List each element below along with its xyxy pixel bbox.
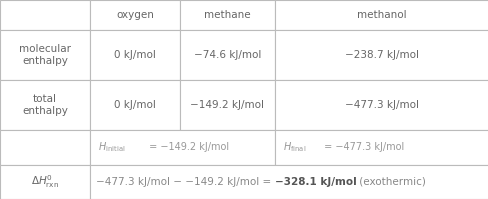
Text: $\Delta H^0_{\rm rxn}$: $\Delta H^0_{\rm rxn}$ [31, 174, 59, 190]
Text: 0 kJ/mol: 0 kJ/mol [114, 100, 156, 110]
Bar [180, 80, 274, 130]
Text: molecular
enthalpy: molecular enthalpy [19, 44, 71, 66]
Text: oxygen: oxygen [116, 10, 154, 20]
Text: 0 kJ/mol: 0 kJ/mol [114, 50, 156, 60]
Bar [90, 30, 180, 80]
Bar [0, 30, 90, 80]
Text: $H_{\rm final}$: $H_{\rm final}$ [283, 141, 306, 154]
Bar [90, 165, 488, 199]
Text: methanol: methanol [356, 10, 406, 20]
Bar [0, 165, 90, 199]
Bar [0, 0, 90, 30]
Bar [274, 0, 488, 30]
Text: −328.1 kJ/mol: −328.1 kJ/mol [274, 177, 356, 187]
Text: methane: methane [204, 10, 250, 20]
Bar [0, 130, 90, 165]
Text: total
enthalpy: total enthalpy [22, 94, 68, 116]
Bar [180, 30, 274, 80]
Text: = −477.3 kJ/mol: = −477.3 kJ/mol [320, 142, 404, 152]
Bar [274, 30, 488, 80]
Text: −238.7 kJ/mol: −238.7 kJ/mol [345, 50, 418, 60]
Bar [90, 80, 180, 130]
Text: −477.3 kJ/mol: −477.3 kJ/mol [345, 100, 418, 110]
Bar [0, 80, 90, 130]
Bar [90, 130, 274, 165]
Bar [90, 0, 180, 30]
Text: −149.2 kJ/mol: −149.2 kJ/mol [190, 100, 264, 110]
Bar [274, 130, 488, 165]
Bar [274, 80, 488, 130]
Text: −477.3 kJ/mol − −149.2 kJ/mol =: −477.3 kJ/mol − −149.2 kJ/mol = [96, 177, 274, 187]
Text: (exothermic): (exothermic) [356, 177, 425, 187]
Text: −74.6 kJ/mol: −74.6 kJ/mol [193, 50, 261, 60]
Bar [180, 0, 274, 30]
Text: $H_{\rm initial}$: $H_{\rm initial}$ [98, 141, 125, 154]
Text: = −149.2 kJ/mol: = −149.2 kJ/mol [146, 142, 229, 152]
